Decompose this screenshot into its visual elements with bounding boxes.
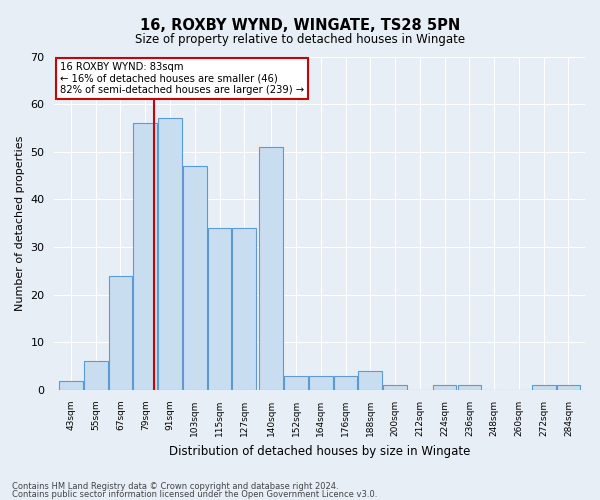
Bar [358,371,382,390]
Text: 16, ROXBY WYND, WINGATE, TS28 5PN: 16, ROXBY WYND, WINGATE, TS28 5PN [140,18,460,32]
Text: Contains HM Land Registry data © Crown copyright and database right 2024.: Contains HM Land Registry data © Crown c… [12,482,338,491]
Bar [183,166,206,390]
Bar [334,376,358,390]
Text: Size of property relative to detached houses in Wingate: Size of property relative to detached ho… [135,32,465,46]
Bar [84,362,107,390]
X-axis label: Distribution of detached houses by size in Wingate: Distribution of detached houses by size … [169,444,470,458]
Bar [259,147,283,390]
Bar [208,228,232,390]
Bar [232,228,256,390]
Bar [158,118,182,390]
Bar [59,380,83,390]
Bar [109,276,133,390]
Bar [284,376,308,390]
Bar [133,123,157,390]
Bar [309,376,332,390]
Y-axis label: Number of detached properties: Number of detached properties [15,136,25,311]
Text: Contains public sector information licensed under the Open Government Licence v3: Contains public sector information licen… [12,490,377,499]
Text: 16 ROXBY WYND: 83sqm
← 16% of detached houses are smaller (46)
82% of semi-detac: 16 ROXBY WYND: 83sqm ← 16% of detached h… [60,62,304,94]
Bar [557,386,580,390]
Bar [383,386,407,390]
Bar [458,386,481,390]
Bar [433,386,457,390]
Bar [532,386,556,390]
